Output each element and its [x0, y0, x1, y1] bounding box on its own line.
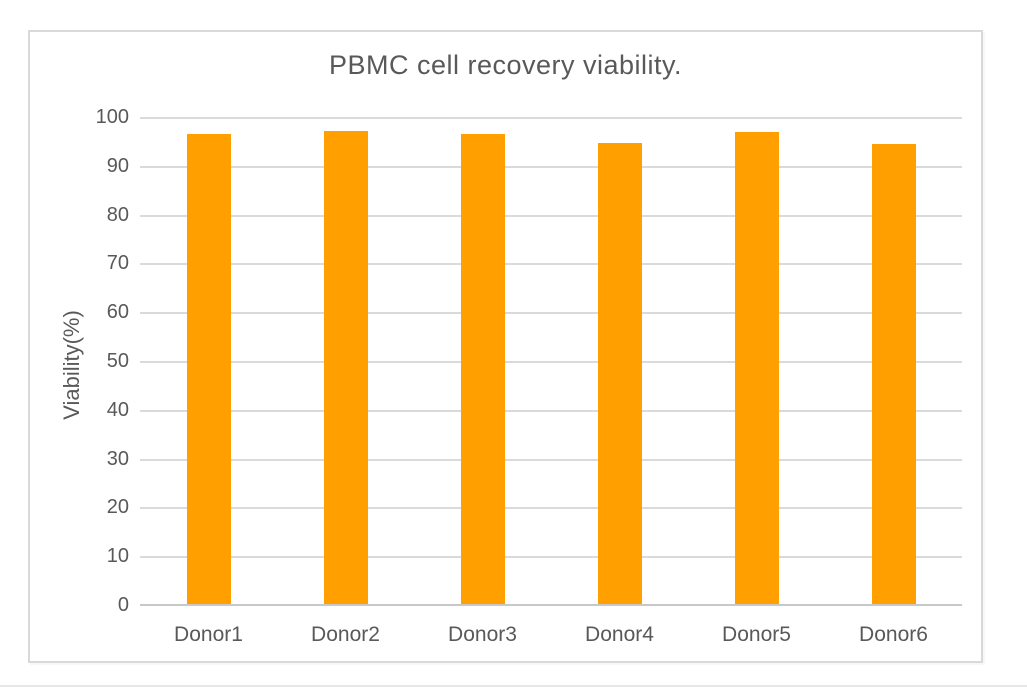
y-tick-label-90: 90: [106, 154, 129, 177]
x-tick-label-donor4: Donor4: [585, 623, 654, 646]
x-tick-label-donor1: Donor1: [174, 623, 243, 646]
x-axis-tick-labels: Donor1 Donor2 Donor3 Donor4 Donor5 Donor6: [140, 617, 962, 653]
bar-slot-donor1: [140, 117, 277, 605]
bars-container: [140, 117, 962, 605]
y-tick-label-60: 60: [106, 301, 129, 324]
bar-slot-donor3: [414, 117, 551, 605]
y-tick-label-30: 30: [106, 447, 129, 470]
y-tick-label-0: 0: [117, 594, 129, 616]
gridline-20: [140, 507, 962, 510]
bar-donor2: [323, 130, 368, 605]
y-tick-label-20: 20: [106, 496, 129, 519]
x-tick-label-donor2: Donor2: [311, 623, 380, 646]
x-tick-label-donor3: Donor3: [448, 623, 517, 646]
gridline-50: [140, 361, 962, 363]
bar-slot-donor5: [688, 117, 825, 605]
x-axis-line: [140, 604, 962, 606]
y-tick-label-40: 40: [106, 398, 129, 421]
page-bottom-divider: [0, 685, 1027, 687]
x-tick-label-donor6: Donor6: [859, 623, 928, 646]
gridline-80: [140, 214, 962, 217]
bar-donor6: [871, 144, 916, 605]
gridline-90: [140, 165, 962, 168]
gridline-60: [140, 312, 962, 315]
y-tick-label-100: 100: [95, 106, 129, 128]
gridline-100: [140, 117, 962, 119]
gridline-70: [140, 263, 962, 266]
y-tick-label-70: 70: [106, 252, 129, 275]
y-tick-label-50: 50: [106, 350, 129, 372]
bar-donor5: [734, 131, 779, 605]
gridline-10: [140, 556, 962, 559]
bar-donor4: [597, 143, 642, 605]
y-tick-label-10: 10: [106, 545, 129, 568]
bar-donor1: [186, 134, 231, 605]
chart-frame: PBMC cell recovery viability. Viability(…: [28, 30, 983, 663]
bar-donor3: [460, 134, 505, 605]
gridline-40: [140, 409, 962, 412]
bar-slot-donor4: [551, 117, 688, 605]
chart-title: PBMC cell recovery viability.: [328, 50, 683, 80]
y-axis-tick-labels: 0 10 20 30 40 50 60 70 80 90 100: [50, 107, 129, 615]
plot-area: [140, 117, 962, 606]
y-tick-label-80: 80: [106, 203, 129, 226]
x-tick-label-donor5: Donor5: [722, 623, 791, 646]
gridline-30: [140, 458, 962, 461]
bar-slot-donor2: [277, 117, 414, 605]
bar-slot-donor6: [825, 117, 962, 605]
